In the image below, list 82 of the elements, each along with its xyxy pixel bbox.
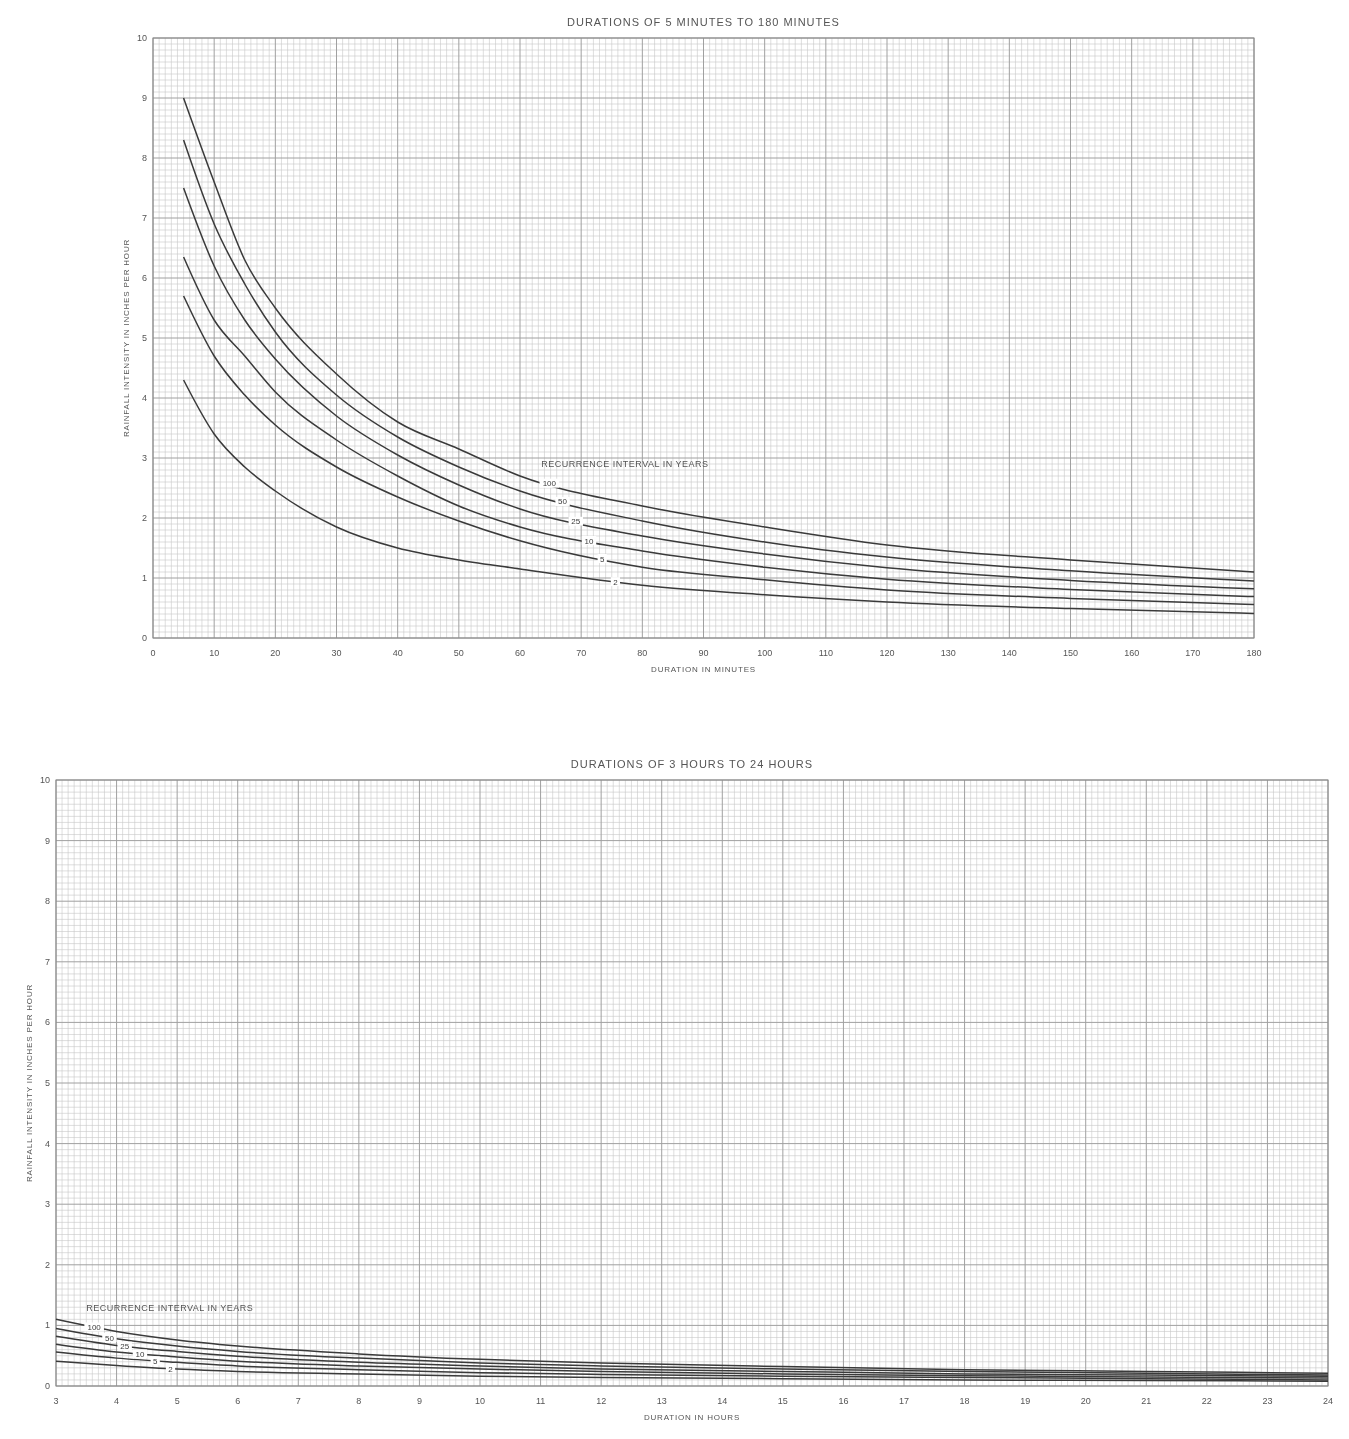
x-tick-label: 22 xyxy=(1201,1396,1212,1406)
y-tick-label: 8 xyxy=(141,153,147,163)
y-tick-label: 0 xyxy=(141,633,147,643)
series-label: 5 xyxy=(599,554,605,564)
x-tick-label: 60 xyxy=(514,648,526,658)
x-tick-label: 90 xyxy=(698,648,709,658)
series-label: 100 xyxy=(542,479,557,489)
x-tick-label: 14 xyxy=(717,1396,728,1406)
y-axis-title: RAINFALL INTENSITY IN INCHES PER HOUR xyxy=(122,238,131,438)
y-tick-label: 7 xyxy=(44,956,50,967)
x-axis-title: DURATION IN HOURS xyxy=(643,1413,741,1422)
x-tick-label: 16 xyxy=(838,1396,849,1406)
y-tick-label: 6 xyxy=(44,1017,50,1028)
x-tick-label: 7 xyxy=(295,1396,301,1406)
series-label: 50 xyxy=(104,1333,115,1343)
x-tick-label: 50 xyxy=(453,648,464,658)
y-tick-label: 4 xyxy=(141,393,147,403)
x-tick-label: 3 xyxy=(53,1396,59,1406)
y-tick-label: 10 xyxy=(136,33,147,43)
x-tick-label: 9 xyxy=(416,1396,422,1406)
chart-title: DURATIONS OF 3 HOURS TO 24 HOURS xyxy=(570,758,814,770)
series-label: 50 xyxy=(558,497,568,507)
x-axis-title: DURATION IN MINUTES xyxy=(651,665,756,674)
x-tick-label: 120 xyxy=(879,648,895,658)
x-tick-label: 4 xyxy=(114,1396,120,1406)
chart-title: DURATIONS OF 5 MINUTES TO 180 MINUTES xyxy=(567,16,840,28)
x-tick-label: 17 xyxy=(898,1396,910,1406)
x-tick-label: 21 xyxy=(1141,1396,1152,1406)
series-label: 2 xyxy=(168,1364,174,1374)
y-tick-label: 9 xyxy=(44,835,50,846)
legend-title: RECURRENCE INTERVAL IN YEARS xyxy=(86,1302,254,1313)
y-tick-label: 7 xyxy=(141,213,147,223)
x-tick-label: 150 xyxy=(1062,648,1079,658)
x-tick-label: 11 xyxy=(535,1396,546,1406)
x-tick-label: 170 xyxy=(1185,648,1201,658)
x-tick-label: 30 xyxy=(331,648,342,658)
x-tick-label: 5 xyxy=(174,1396,180,1406)
x-tick-label: 0 xyxy=(150,648,156,658)
x-tick-label: 10 xyxy=(209,648,220,658)
y-tick-label: 3 xyxy=(44,1199,50,1210)
y-tick-label: 10 xyxy=(39,775,50,785)
legend-title: RECURRENCE INTERVAL IN YEARS xyxy=(541,459,709,470)
x-tick-label: 20 xyxy=(1080,1396,1091,1406)
x-tick-label: 140 xyxy=(1001,648,1017,658)
x-tick-label: 24 xyxy=(1322,1396,1334,1406)
x-tick-label: 6 xyxy=(235,1396,241,1406)
y-tick-label: 1 xyxy=(44,1320,50,1331)
series-label: 25 xyxy=(571,517,581,527)
y-tick-label: 5 xyxy=(44,1078,50,1088)
x-tick-label: 40 xyxy=(392,648,403,658)
series-label: 10 xyxy=(584,536,594,546)
x-tick-label: 23 xyxy=(1262,1396,1273,1406)
series-label: 25 xyxy=(120,1342,130,1352)
x-tick-label: 13 xyxy=(656,1396,667,1406)
series-label: 2 xyxy=(613,577,619,587)
x-tick-label: 70 xyxy=(576,648,587,658)
y-tick-label: 9 xyxy=(141,93,147,103)
y-tick-label: 2 xyxy=(141,513,147,523)
x-tick-label: 8 xyxy=(356,1396,362,1406)
x-tick-label: 10 xyxy=(474,1396,486,1406)
x-tick-label: 180 xyxy=(1246,648,1262,658)
y-axis-title: RAINFALL INTENSITY IN INCHES PER HOUR xyxy=(25,983,34,1183)
x-tick-label: 110 xyxy=(818,648,834,658)
y-tick-label: 5 xyxy=(141,333,147,343)
x-tick-label: 15 xyxy=(777,1396,788,1406)
x-tick-label: 20 xyxy=(270,648,281,658)
y-tick-label: 2 xyxy=(44,1259,50,1270)
series-label: 100 xyxy=(87,1322,102,1332)
x-tick-label: 160 xyxy=(1124,648,1140,658)
y-tick-label: 6 xyxy=(141,273,147,283)
series-label: 5 xyxy=(152,1356,158,1366)
y-tick-label: 0 xyxy=(44,1381,50,1391)
x-tick-label: 12 xyxy=(596,1396,607,1406)
x-tick-label: 18 xyxy=(959,1396,970,1406)
y-tick-label: 4 xyxy=(44,1138,50,1149)
x-tick-label: 130 xyxy=(940,648,956,658)
x-tick-label: 19 xyxy=(1020,1396,1031,1406)
x-tick-label: 80 xyxy=(637,648,648,658)
y-tick-label: 1 xyxy=(141,573,147,583)
y-tick-label: 8 xyxy=(44,896,50,907)
x-tick-label: 100 xyxy=(757,648,773,658)
y-tick-label: 3 xyxy=(141,453,147,463)
